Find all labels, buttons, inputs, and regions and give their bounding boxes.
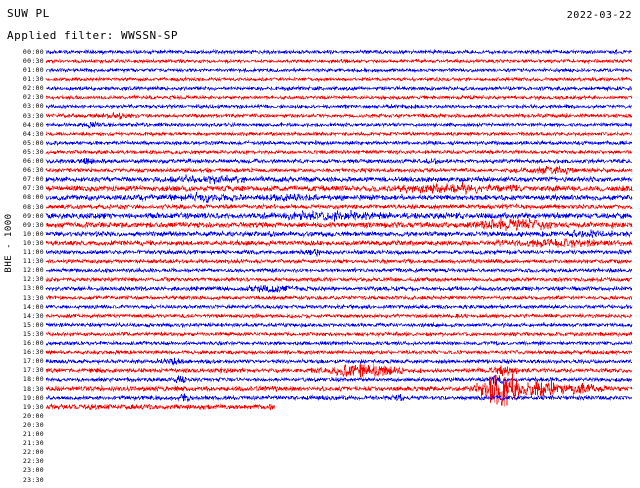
- trace-line: [45, 294, 633, 301]
- time-label: 06:00: [22, 157, 44, 165]
- time-label: 17:00: [22, 357, 44, 366]
- trace-line: [45, 340, 633, 347]
- time-label: 05:30: [22, 147, 44, 156]
- time-label: 21:30: [22, 439, 44, 448]
- applied-filter-label: Applied filter: WWSSN-SP: [7, 29, 178, 42]
- trace-line: [45, 203, 633, 211]
- time-label: 20:30: [22, 420, 44, 429]
- trace-line: [45, 267, 633, 274]
- time-label: 03:00: [22, 102, 44, 111]
- time-label: 15:00: [22, 320, 44, 329]
- time-label: 19:00: [22, 393, 44, 402]
- time-label: 09:00: [22, 211, 44, 220]
- trace-line: [45, 303, 633, 311]
- time-label: 02:30: [22, 93, 44, 102]
- trace-line: [45, 121, 633, 129]
- trace-line: [45, 182, 633, 195]
- trace-line: [45, 165, 633, 175]
- trace-line: [45, 258, 633, 265]
- time-label: 13:30: [22, 293, 44, 302]
- time-label: 12:00: [22, 266, 44, 275]
- trace-line: [45, 357, 633, 366]
- trace-line: [45, 402, 275, 411]
- time-label: 08:30: [22, 202, 44, 211]
- time-label: 20:00: [22, 411, 44, 420]
- time-label: 11:30: [22, 257, 44, 266]
- trace-line: [45, 103, 633, 110]
- trace-line: [45, 374, 633, 386]
- time-label: 10:00: [22, 229, 44, 238]
- time-label: 05:00: [22, 138, 44, 147]
- trace-line: [45, 229, 633, 238]
- time-label: 10:30: [22, 238, 44, 247]
- trace-line: [45, 149, 633, 156]
- time-label: 22:00: [22, 448, 44, 457]
- time-label: 19:30: [22, 402, 44, 411]
- trace-line: [45, 157, 633, 165]
- trace-line: [45, 218, 633, 231]
- time-label: 18:00: [22, 375, 44, 384]
- trace-line: [45, 48, 633, 56]
- trace-line: [45, 58, 633, 65]
- station-code: SUW PL: [7, 7, 50, 20]
- time-label: 12:30: [22, 275, 44, 284]
- time-label: 22:30: [22, 457, 44, 466]
- time-label: 13:00: [22, 284, 44, 293]
- time-label: 14:00: [22, 302, 44, 311]
- trace-line: [45, 209, 633, 222]
- time-label: 01:30: [22, 75, 44, 84]
- trace-line: [45, 322, 633, 329]
- trace-line: [45, 130, 633, 137]
- time-label: 09:30: [22, 220, 44, 229]
- trace-line: [45, 312, 633, 319]
- time-label: 00:00: [22, 47, 44, 56]
- time-label: 06:30: [22, 166, 44, 175]
- time-label: 07:00: [22, 175, 44, 184]
- trace-line: [45, 76, 633, 83]
- trace-line: [45, 349, 633, 356]
- trace-line: [45, 393, 633, 403]
- trace-line: [45, 276, 633, 283]
- time-label: 14:30: [22, 311, 44, 320]
- time-label: 02:00: [22, 84, 44, 93]
- time-label: 00:30: [22, 56, 44, 65]
- time-label: 03:30: [22, 111, 44, 120]
- time-label: 15:30: [22, 329, 44, 338]
- trace-line: [45, 374, 633, 407]
- time-label: 04:00: [22, 120, 44, 129]
- time-label: 04:30: [22, 129, 44, 138]
- trace-line: [45, 363, 633, 378]
- trace-line: [45, 237, 633, 248]
- trace-line: [45, 94, 633, 101]
- time-label: 07:30: [22, 184, 44, 193]
- time-label: 18:30: [22, 384, 44, 393]
- trace-line: [45, 331, 633, 338]
- trace-line: [45, 248, 633, 257]
- trace-line: [45, 284, 633, 294]
- trace-line: [45, 191, 633, 203]
- time-label: 16:00: [22, 339, 44, 347]
- time-label: 16:30: [22, 348, 44, 357]
- time-label: 23:00: [22, 466, 44, 475]
- record-date: 2022-03-22: [566, 10, 632, 21]
- trace-line: [45, 173, 633, 185]
- time-label: 17:30: [22, 366, 44, 375]
- time-label: 08:00: [22, 193, 44, 202]
- trace-line: [45, 85, 633, 92]
- time-label: 21:00: [22, 430, 44, 438]
- trace-line: [45, 139, 633, 147]
- time-label: 23:30: [22, 475, 44, 484]
- trace-line: [45, 67, 633, 74]
- time-label: 11:00: [22, 248, 44, 256]
- time-label: 01:00: [22, 66, 44, 74]
- trace-line: [45, 111, 633, 120]
